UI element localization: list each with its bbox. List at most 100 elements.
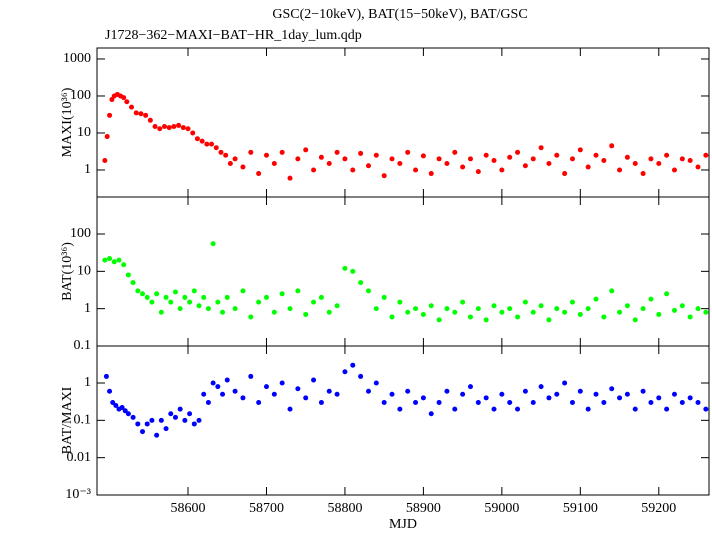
data-point — [116, 257, 122, 263]
data-point — [303, 311, 309, 317]
data-point — [373, 306, 379, 312]
data-point — [311, 299, 317, 305]
data-point — [687, 158, 693, 164]
data-point — [144, 421, 150, 427]
data-point — [499, 167, 505, 173]
data-point — [436, 400, 442, 406]
data-point — [271, 309, 277, 315]
data-point — [342, 156, 348, 162]
data-point — [220, 309, 226, 315]
data-point — [679, 400, 685, 406]
data-point — [187, 299, 193, 305]
data-point — [107, 388, 113, 394]
data-point — [182, 417, 188, 423]
data-point — [130, 280, 136, 286]
data-point — [538, 384, 544, 390]
data-point — [609, 386, 615, 392]
data-point — [287, 175, 293, 181]
data-point — [311, 377, 317, 383]
data-point — [483, 395, 489, 401]
data-point — [671, 167, 677, 173]
data-point — [201, 391, 207, 397]
data-point — [381, 400, 387, 406]
data-point — [190, 130, 196, 136]
data-point — [664, 406, 670, 412]
data-point — [303, 147, 309, 153]
data-point — [491, 303, 497, 309]
data-point — [444, 160, 450, 166]
data-point — [232, 306, 238, 312]
data-point — [140, 291, 146, 297]
data-point — [350, 268, 356, 274]
data-point — [436, 156, 442, 162]
data-point — [389, 156, 395, 162]
data-point — [546, 317, 552, 323]
data-point — [601, 158, 607, 164]
data-point — [135, 288, 141, 294]
data-point — [413, 167, 419, 173]
data-point — [703, 406, 709, 412]
y-tick-label: 0.01 — [67, 450, 92, 465]
data-point — [122, 408, 128, 414]
data-point — [687, 395, 693, 401]
data-point — [444, 388, 450, 394]
data-point — [176, 122, 182, 128]
data-point — [522, 299, 528, 305]
data-point — [617, 167, 623, 173]
data-point — [405, 149, 411, 155]
data-point — [624, 303, 630, 309]
data-point — [428, 411, 434, 417]
data-point — [522, 163, 528, 169]
data-point — [303, 395, 309, 401]
y-tick-label: 1 — [84, 162, 91, 177]
data-point — [140, 429, 146, 435]
data-point — [271, 391, 277, 397]
data-point — [187, 411, 193, 417]
data-point — [420, 311, 426, 317]
data-point — [585, 306, 591, 312]
data-point — [452, 406, 458, 412]
data-point — [119, 405, 125, 411]
data-point — [632, 406, 638, 412]
data-point — [143, 112, 149, 118]
data-point — [585, 164, 591, 170]
data-point — [624, 391, 630, 397]
data-point — [538, 303, 544, 309]
data-point — [161, 123, 167, 129]
data-point — [507, 154, 513, 160]
data-point — [483, 317, 489, 323]
data-point — [342, 265, 348, 271]
data-point — [695, 164, 701, 170]
data-point — [420, 153, 426, 159]
data-point — [648, 400, 654, 406]
data-point — [240, 164, 246, 170]
data-point — [102, 257, 108, 263]
data-point — [656, 160, 662, 166]
data-point — [562, 309, 568, 315]
data-point — [149, 299, 155, 305]
data-point — [130, 414, 136, 420]
data-point — [111, 259, 117, 265]
data-point — [342, 369, 348, 375]
data-point — [609, 143, 615, 149]
x-tick-label: 58900 — [406, 501, 441, 516]
data-point — [703, 152, 709, 158]
data-point — [172, 414, 178, 420]
data-point — [129, 104, 135, 110]
data-point — [205, 306, 211, 312]
y-tick-label: 1 — [84, 375, 91, 390]
data-point — [648, 156, 654, 162]
data-point — [166, 125, 172, 131]
data-point — [632, 317, 638, 323]
data-point — [569, 156, 575, 162]
data-point — [515, 314, 521, 320]
data-point — [530, 309, 536, 315]
data-point — [295, 386, 301, 392]
data-point — [373, 380, 379, 386]
data-point — [671, 307, 677, 313]
data-point — [205, 400, 211, 406]
plot-frame — [96, 345, 710, 496]
data-point — [499, 391, 505, 397]
data-point — [452, 309, 458, 315]
data-point — [318, 400, 324, 406]
